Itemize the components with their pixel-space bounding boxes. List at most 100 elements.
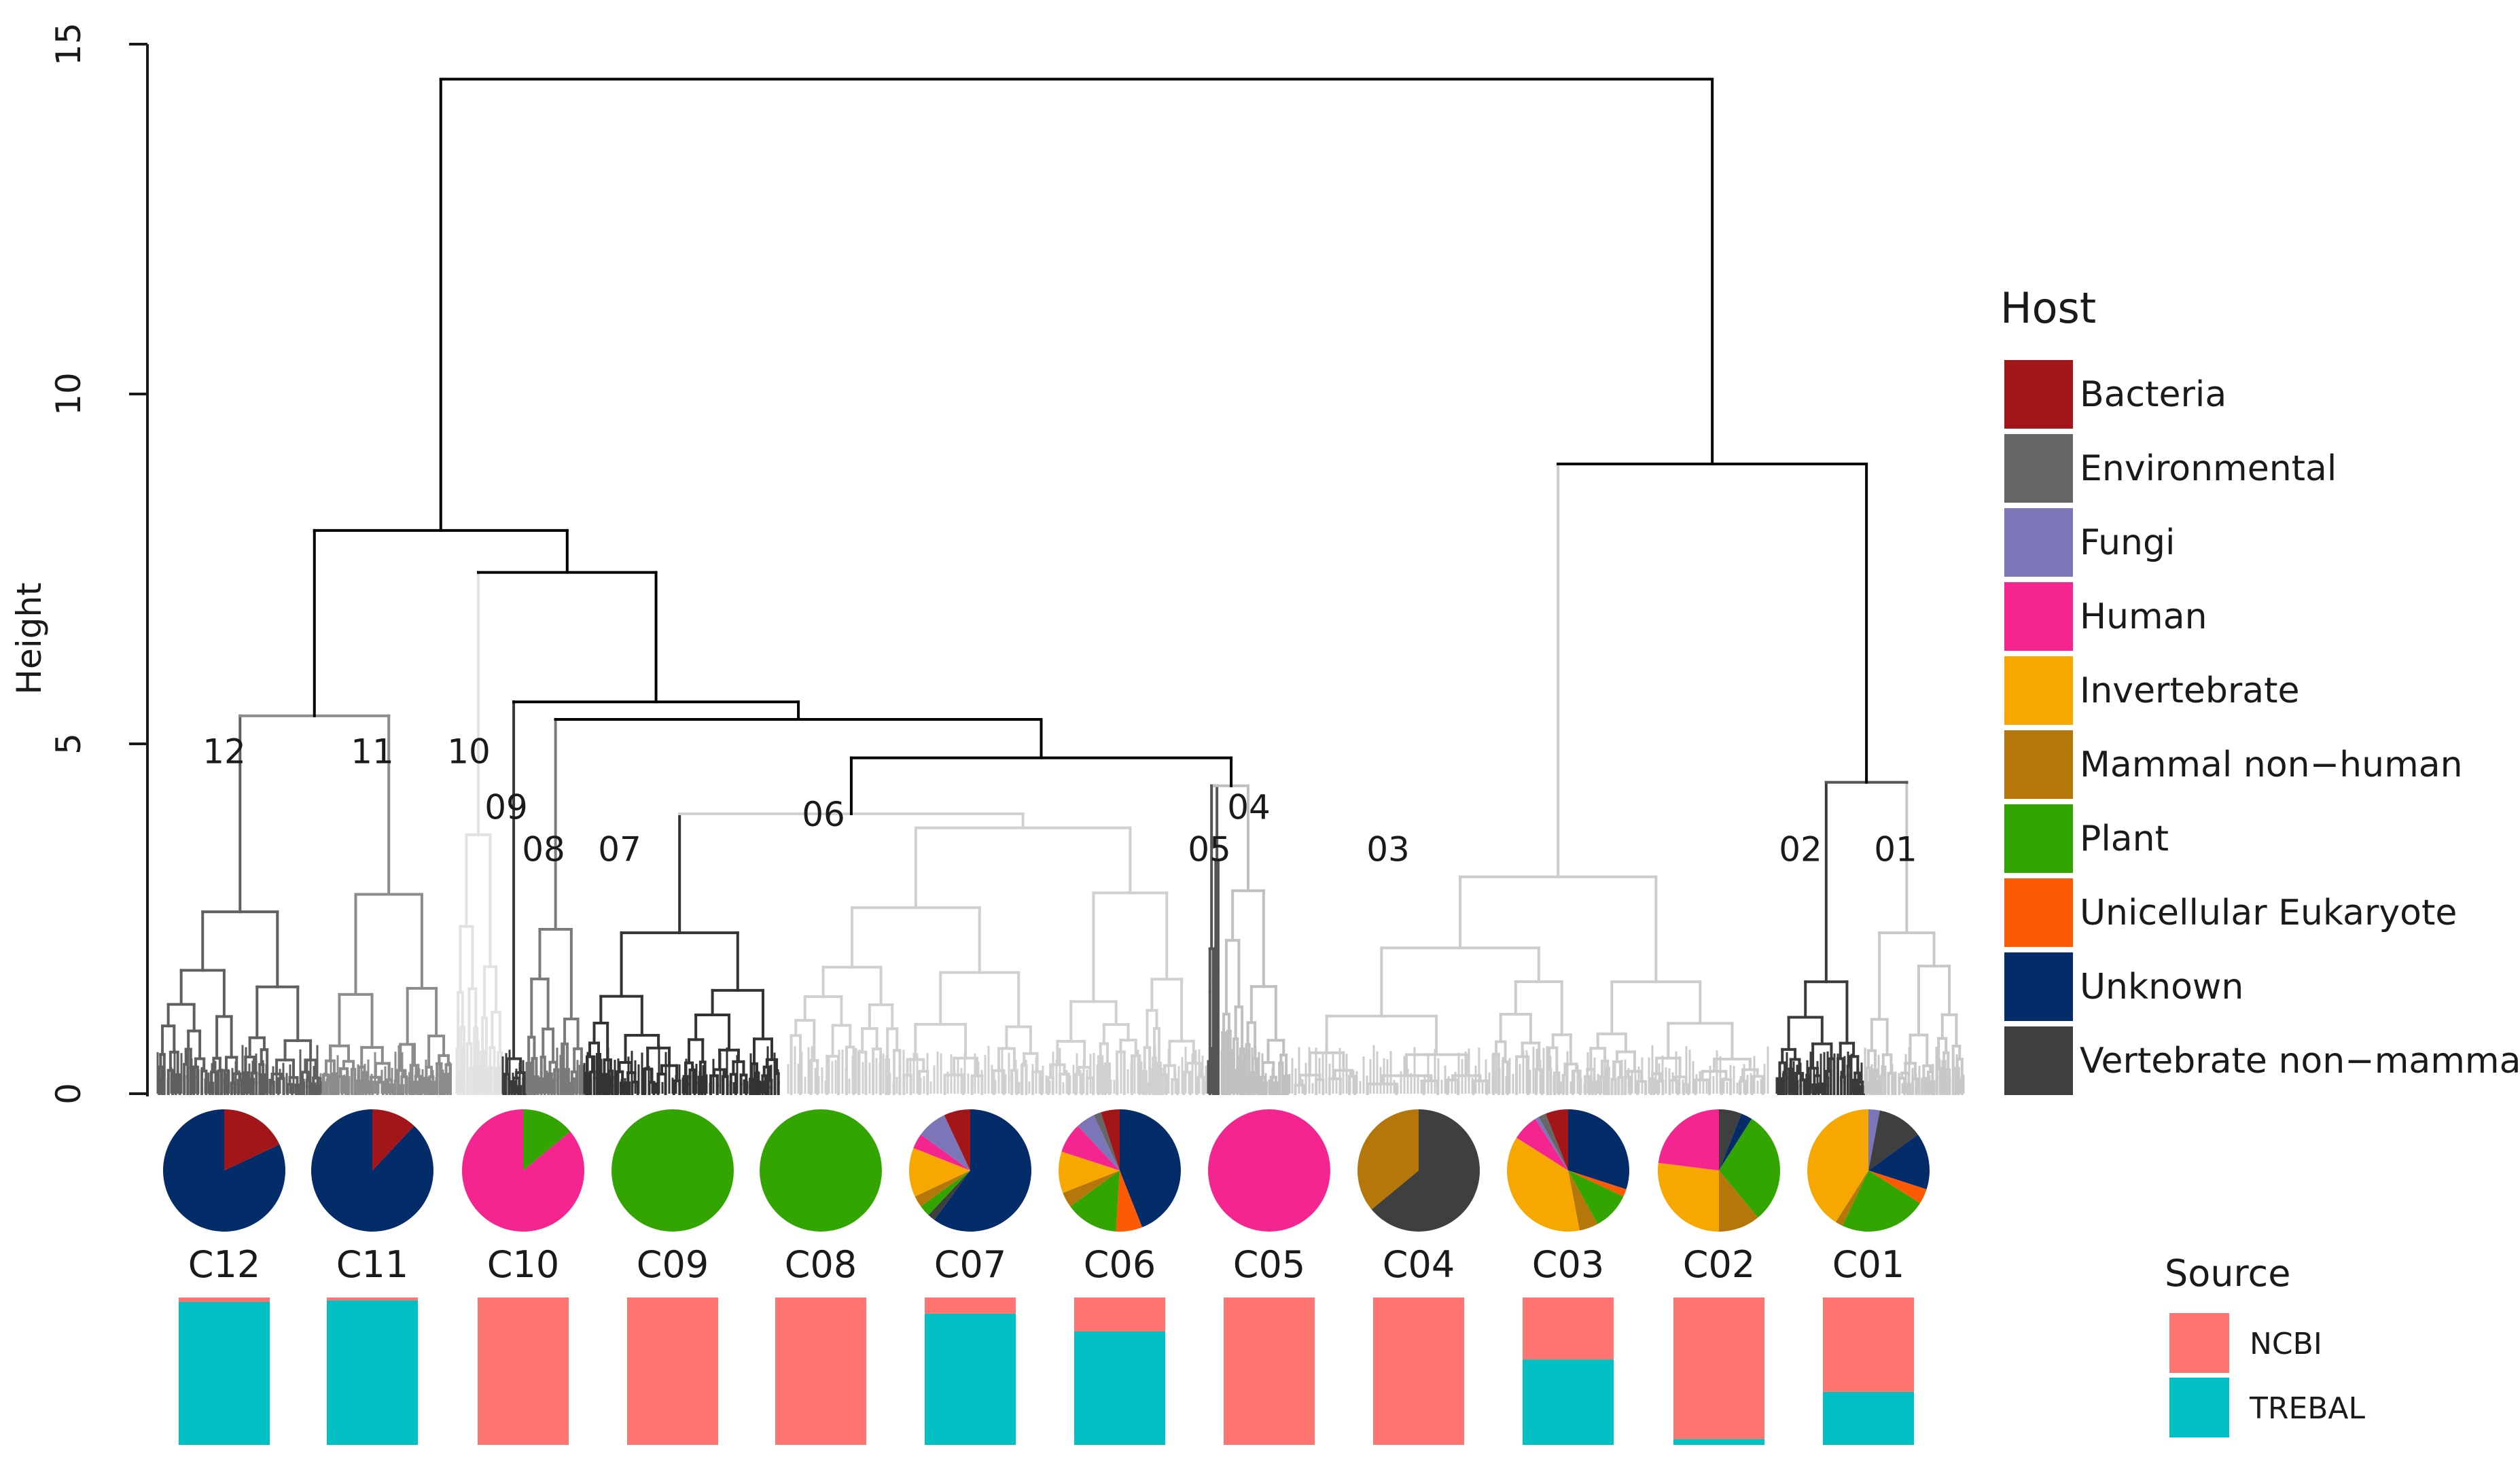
host-legend-label-4: Invertebrate [2080,670,2299,711]
cluster-label-C09: C09 [637,1243,709,1286]
cluster-number-06: 06 [802,795,845,834]
source-stacked-bars [179,1297,1914,1445]
pie-slice-04-mammal-non-human [1357,1109,1419,1210]
host-legend-label-7: Unicellular Eukaryote [2080,893,2457,933]
pie-slice-01-mammal-non-human [1835,1170,1868,1226]
pie-slice-08-plant [760,1109,882,1232]
pie-slice-01-unknown [1868,1134,1930,1189]
cluster-label-C06: C06 [1084,1243,1156,1286]
pie-slice-02-vertebrate-non-mammal [1719,1109,1742,1170]
source-bar-ncbi-06 [1074,1297,1165,1331]
source-bar-ncbi-08 [775,1297,866,1445]
cluster-label-C07: C07 [934,1243,1006,1286]
source-bar-C06 [1074,1297,1165,1445]
pie-slice-02-plant [1719,1119,1780,1218]
pie-slice-07-bacteria [944,1109,970,1170]
pie-slice-06-mammal-non-human [1063,1170,1120,1206]
cluster-label-C10: C10 [487,1243,559,1286]
host-legend-label-5: Mammal non−human [2080,745,2463,785]
pie-slice-07-unknown [934,1109,1032,1232]
pie-slice-10-human [462,1109,584,1232]
pie-slice-06-unknown [1120,1109,1182,1228]
host-legend-title: Host [2000,283,2096,333]
cluster-label-C01: C01 [1832,1243,1904,1286]
host-legend-swatch-4 [2004,656,2073,725]
pie-C02: C02 [1658,1109,1780,1286]
source-bar-trebal-12 [179,1302,270,1445]
cluster-number-03: 03 [1366,830,1410,870]
host-legend: Host Bacteria Environmental Fungi Human Inve… [2000,283,2520,1095]
host-legend-label-8: Unknown [2080,967,2243,1007]
y-tick-label-10: 10 [49,372,88,416]
cluster-label-C05: C05 [1233,1243,1305,1286]
pie-slice-07-fungi [921,1115,970,1170]
source-bar-ncbi-02 [1673,1297,1764,1439]
source-legend-swatch-0 [2169,1313,2229,1373]
pie-slice-03-invertebrate [1507,1137,1580,1232]
cluster-number-04: 04 [1227,788,1271,827]
host-legend-swatch-1 [2004,434,2073,503]
pie-slice-02-human [1658,1109,1719,1170]
source-bar-C05 [1224,1297,1315,1445]
source-bar-trebal-07 [925,1313,1016,1445]
source-legend-label-0: NCBI [2250,1327,2322,1361]
pie-slice-01-plant [1842,1170,1920,1232]
source-bar-ncbi-09 [627,1297,718,1445]
pie-slice-07-invertebrate [909,1147,970,1197]
source-bar-trebal-03 [1523,1359,1614,1445]
pie-slice-05-human [1208,1109,1330,1232]
cluster-label-C12: C12 [188,1243,260,1286]
host-legend-label-2: Fungi [2080,522,2175,563]
host-legend-swatch-8 [2004,952,2073,1021]
cluster-number-07: 07 [598,830,641,870]
pie-slice-06-environmental [1093,1112,1120,1170]
pie-slice-11-unknown [311,1109,434,1232]
pie-slice-04-vertebrate-non-mammal [1371,1109,1480,1232]
source-bar-ncbi-11 [327,1297,418,1301]
cluster-number-01: 01 [1874,830,1917,870]
pie-C07: C07 [909,1109,1032,1286]
pie-slice-06-human [1061,1126,1120,1170]
pie-slice-06-unicellular-eukaryote [1116,1170,1143,1232]
pie-slice-03-environmental [1538,1113,1568,1170]
pie-slice-12-unknown [163,1109,286,1232]
cluster-label-C11: C11 [336,1243,408,1286]
source-bar-ncbi-04 [1373,1297,1464,1445]
pie-C12: C12 [163,1109,286,1286]
pie-slice-03-unicellular-eukaryote [1568,1170,1627,1197]
pie-slice-03-human [1516,1119,1568,1170]
pie-slice-12-bacteria [224,1109,280,1170]
pie-C03: C03 [1507,1109,1629,1286]
cluster-number-09: 09 [484,788,528,827]
cluster-label-C08: C08 [785,1243,857,1286]
pie-C09: C09 [611,1109,734,1286]
host-legend-swatch-7 [2004,878,2073,947]
pie-C08: C08 [760,1109,882,1286]
y-tick-label-0: 0 [49,1083,88,1105]
host-legend-swatch-2 [2004,508,2073,577]
pie-slice-02-unknown [1719,1113,1752,1170]
pie-slice-06-invertebrate [1058,1151,1120,1194]
pie-slice-03-unknown [1568,1109,1629,1189]
source-bar-trebal-11 [327,1300,418,1445]
source-legend-swatch-1 [2169,1378,2229,1437]
pie-C01: C01 [1807,1109,1930,1286]
pie-slice-02-mammal-non-human [1719,1170,1758,1232]
source-bar-C02 [1673,1297,1764,1445]
pie-slice-10-plant [523,1109,571,1170]
pie-C04: C04 [1357,1109,1480,1286]
y-tick-label-15: 15 [49,22,88,66]
cluster-label-C02: C02 [1683,1243,1755,1286]
pie-slice-03-fungi [1535,1117,1568,1170]
y-axis-title: Height [10,582,49,694]
pie-slice-07-human [913,1134,970,1170]
source-bar-ncbi-01 [1823,1297,1914,1392]
pie-C11: C11 [311,1109,434,1286]
source-bar-ncbi-05 [1224,1297,1315,1445]
pie-slice-06-plant [1070,1170,1120,1232]
y-tick-label-5: 5 [49,733,88,755]
host-legend-swatch-0 [2004,360,2073,429]
source-bar-C01 [1823,1297,1914,1445]
cluster-number-08: 08 [522,830,565,870]
